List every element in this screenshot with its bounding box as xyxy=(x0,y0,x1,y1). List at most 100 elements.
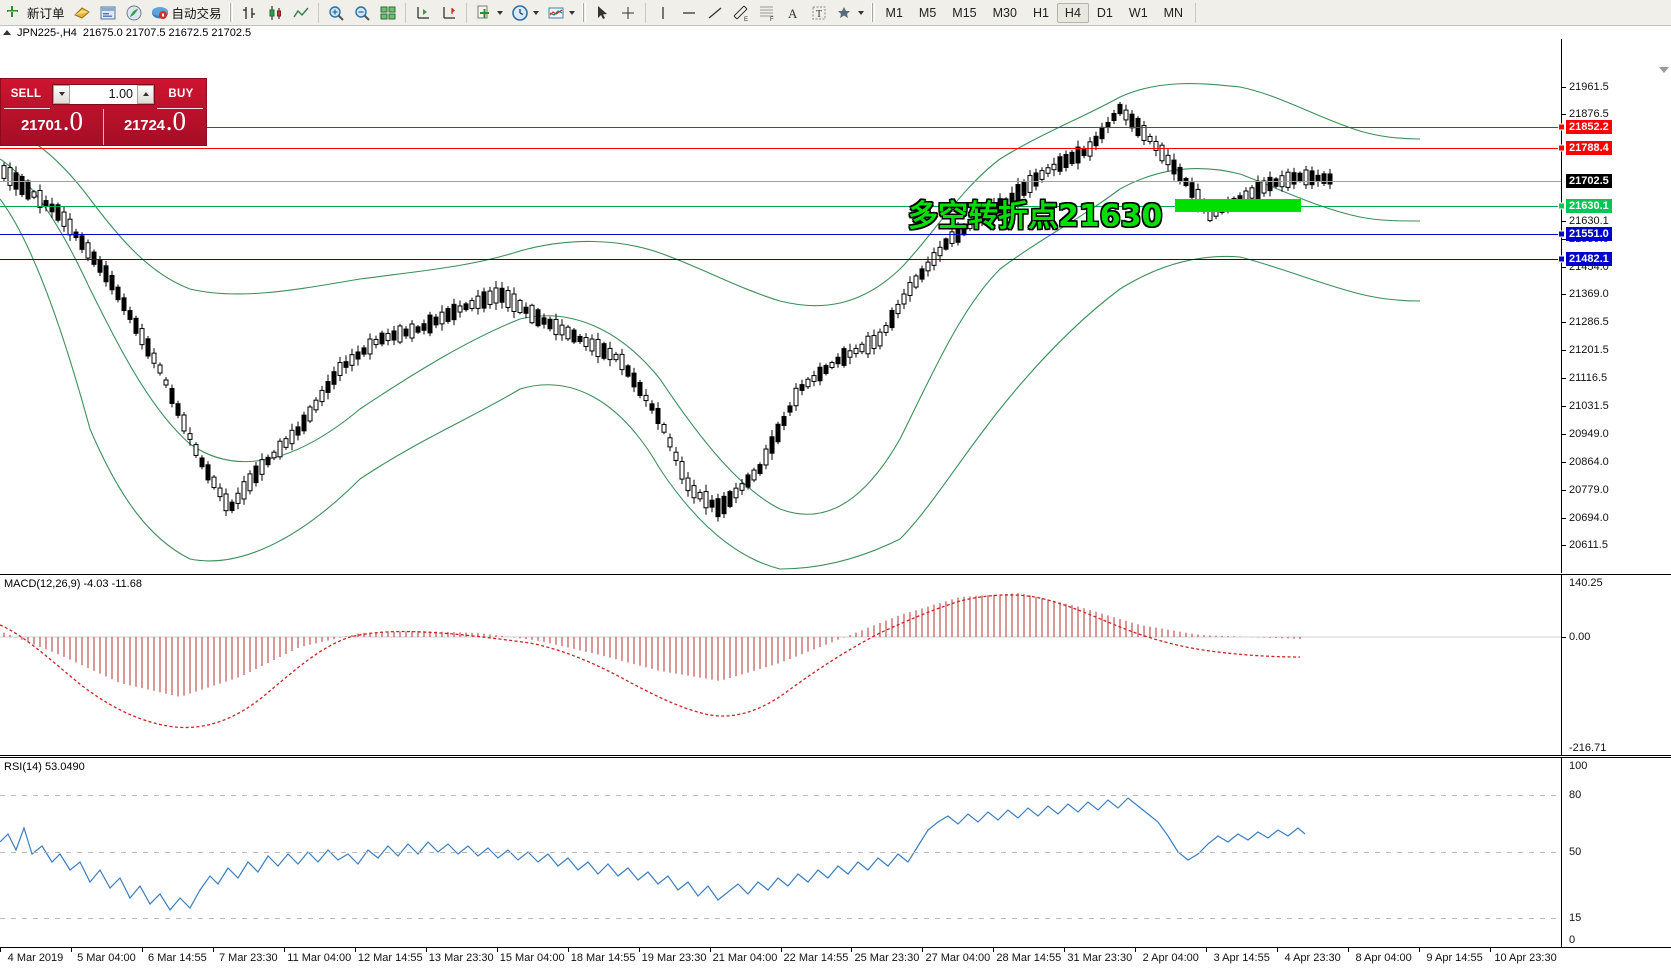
cursor-tool-button[interactable] xyxy=(589,1,615,25)
text-button[interactable]: A xyxy=(780,1,806,25)
toolbar-grip-2[interactable] xyxy=(581,3,586,22)
navigator-icon xyxy=(125,4,143,22)
timeframe-d1[interactable]: D1 xyxy=(1096,5,1113,20)
chevron-down-icon-3[interactable] xyxy=(568,10,575,15)
one-click-trading-panel[interactable]: SELL 1.00 BUY 21701 .0 21724 .0 xyxy=(0,78,207,146)
navigator-button[interactable] xyxy=(121,1,147,25)
data-window-button[interactable] xyxy=(95,1,121,25)
buy-label[interactable]: BUY xyxy=(168,88,194,100)
timeframe-w1[interactable]: W1 xyxy=(1128,5,1148,20)
macd-axis[interactable]: 140.25 0.00 -216.71 xyxy=(1561,575,1671,755)
chevron-down-icon-2[interactable] xyxy=(532,10,539,15)
zoom-out-button[interactable] xyxy=(349,1,375,25)
text-label-button[interactable]: T xyxy=(806,1,832,25)
price-level-label-21551[interactable]: 21551.0 xyxy=(1566,227,1612,241)
sell-label[interactable]: SELL xyxy=(10,88,42,100)
collapse-icon[interactable] xyxy=(3,30,11,35)
timeframe-m30[interactable]: M30 xyxy=(992,5,1017,20)
period-button[interactable] xyxy=(507,1,543,25)
macd-pane: MACD(12,26,9) -4.03 -11.68 140.25 0.00 -… xyxy=(0,574,1671,756)
auto-trading-label: 自动交易 xyxy=(171,7,222,21)
macd-plot[interactable] xyxy=(0,575,1561,755)
price-level-label-21788[interactable]: 21788.4 xyxy=(1566,141,1612,155)
toolbar-grip-3[interactable] xyxy=(870,3,875,22)
chart-scroll-caret-icon[interactable] xyxy=(1659,67,1669,73)
price-plot[interactable]: 多空转折点21630 xyxy=(0,39,1561,573)
timeframe-m1[interactable]: M1 xyxy=(885,5,903,20)
volume-increment-button[interactable] xyxy=(137,84,154,104)
time-axis[interactable]: 4 Mar 2019 5 Mar 04:00 6 Mar 14:55 7 Mar 23… xyxy=(0,947,1671,969)
chevron-down-icon-volume xyxy=(58,92,65,96)
toolbar-grip[interactable] xyxy=(228,3,233,22)
price-tick: 20611.5 xyxy=(1569,539,1608,551)
price-axis[interactable]: 21961.5 21876.5 21630.1 21539.0 21454.0 … xyxy=(1558,39,1671,573)
new-order-button[interactable]: 新订单 xyxy=(2,1,69,25)
price-level-marker[interactable] xyxy=(1558,123,1565,131)
horizontal-line-button[interactable] xyxy=(676,1,702,25)
price-tick: 21201.5 xyxy=(1569,344,1609,356)
chevron-down-icon[interactable] xyxy=(496,10,503,15)
resistance-line-21788[interactable] xyxy=(0,148,1561,149)
volume-value[interactable]: 1.00 xyxy=(108,87,133,101)
price-level-label-21852[interactable]: 21852.2 xyxy=(1566,120,1612,134)
zoom-in-button[interactable] xyxy=(323,1,349,25)
rsi-axis[interactable]: 100 80 50 15 0 xyxy=(1561,758,1671,948)
crosshair-icon xyxy=(619,4,637,22)
market-watch-button[interactable] xyxy=(69,1,95,25)
candlestick-chart-button[interactable] xyxy=(262,1,288,25)
vertical-line-button[interactable] xyxy=(650,1,676,25)
indicators-icon xyxy=(547,4,565,22)
buy-price-integer: 21724 xyxy=(124,117,165,134)
price-level-marker-2[interactable] xyxy=(1558,144,1565,152)
price-level-marker-3[interactable] xyxy=(1558,202,1565,210)
rsi-label: RSI(14) 53.0490 xyxy=(4,761,85,773)
objects-button[interactable] xyxy=(832,1,868,25)
terminal-button[interactable]: 自动交易 xyxy=(147,1,226,25)
time-tick xyxy=(283,948,285,952)
rsi-tick: 80 xyxy=(1569,789,1582,801)
volume-decrement-button[interactable] xyxy=(53,84,70,104)
time-tick xyxy=(993,948,995,952)
tile-windows-button[interactable] xyxy=(375,1,401,25)
macd-tick: 140.25 xyxy=(1569,577,1603,589)
time-axis-label: 3 Apr 14:55 xyxy=(1213,952,1270,964)
price-level-marker-5[interactable] xyxy=(1558,255,1565,263)
time-axis-label: 18 Mar 14:55 xyxy=(570,952,636,964)
indicators-button[interactable] xyxy=(543,1,579,25)
chevron-down-icon-4[interactable] xyxy=(857,10,864,15)
price-tick: 20779.0 xyxy=(1569,484,1609,496)
price-level-label-21482[interactable]: 21482.1 xyxy=(1566,252,1612,266)
crosshair-tool-button[interactable] xyxy=(615,1,641,25)
chart-shift-button[interactable] xyxy=(436,1,462,25)
trendline-button[interactable] xyxy=(702,1,728,25)
resistance-line-21852[interactable] xyxy=(0,127,1561,128)
buy-underline xyxy=(157,108,203,109)
timeframe-mn[interactable]: MN xyxy=(1163,5,1184,20)
sell-price-button[interactable]: 21701 .0 xyxy=(1,107,103,145)
timeframe-h1[interactable]: H1 xyxy=(1032,5,1049,20)
volume-input[interactable]: 1.00 xyxy=(52,83,155,105)
line-chart-button[interactable] xyxy=(288,1,314,25)
rsi-plot[interactable] xyxy=(0,758,1561,948)
timeframe-m15[interactable]: M15 xyxy=(952,5,977,20)
autoscroll-button[interactable] xyxy=(410,1,436,25)
text-label-icon: T xyxy=(810,4,828,22)
support-line-21482[interactable] xyxy=(0,259,1561,260)
equidistant-channel-button[interactable]: E xyxy=(728,1,754,25)
new-order-icon xyxy=(6,4,24,22)
time-tick xyxy=(1277,948,1279,952)
time-tick xyxy=(1064,948,1066,952)
buy-price-button[interactable]: 21724 .0 xyxy=(103,107,206,145)
pivot-line-21630[interactable] xyxy=(0,206,1561,207)
price-level-marker-4[interactable] xyxy=(1558,230,1565,238)
bar-chart-button[interactable] xyxy=(236,1,262,25)
new-chart-button[interactable] xyxy=(471,1,507,25)
price-level-label-21630[interactable]: 21630.1 xyxy=(1566,199,1612,213)
support-line-21551[interactable] xyxy=(0,234,1561,235)
svg-text:F: F xyxy=(770,17,774,22)
main-toolbar: 新订单 xyxy=(0,0,1671,26)
fibonacci-button[interactable]: F xyxy=(754,1,780,25)
timeframe-m5[interactable]: M5 xyxy=(918,5,937,20)
timeframe-h4[interactable]: H4 xyxy=(1056,2,1089,23)
svg-text:A: A xyxy=(788,6,798,21)
